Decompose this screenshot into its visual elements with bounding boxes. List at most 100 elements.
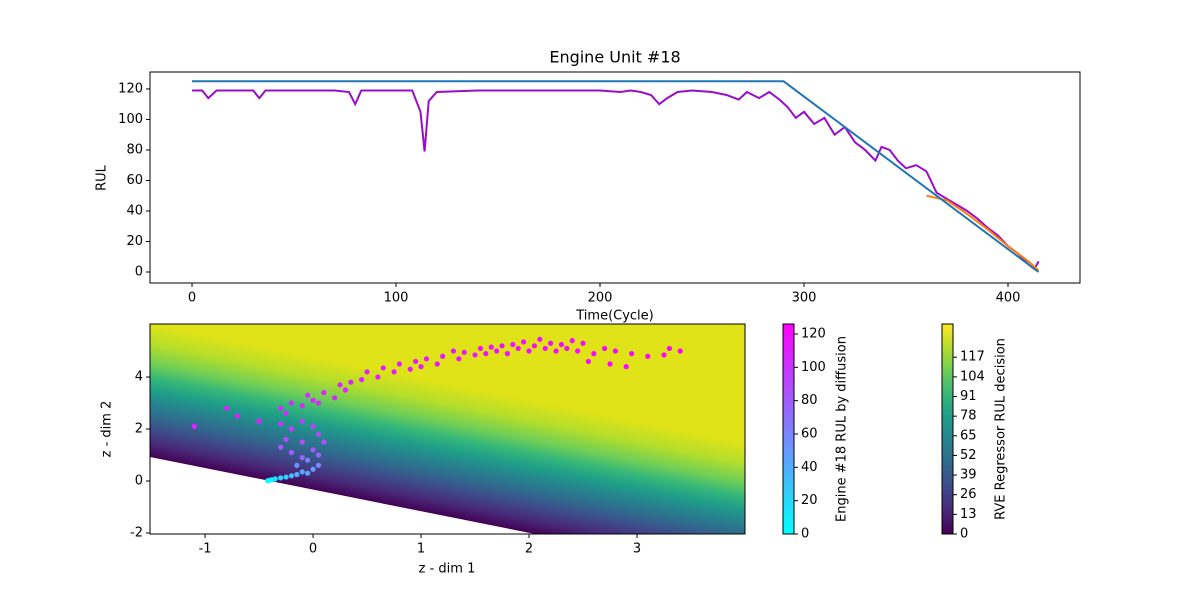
colorbar-tick-label: 60	[801, 427, 818, 442]
scatter-point	[488, 344, 494, 350]
x-tick-label: 400	[996, 291, 1021, 306]
scatter-point	[288, 426, 295, 432]
scatter-point	[396, 361, 403, 367]
x-tick-label: 100	[384, 291, 409, 306]
scatter-point	[310, 423, 316, 430]
axes-frame	[149, 323, 746, 535]
scatter-point	[418, 364, 424, 370]
y-tick-label: 0	[135, 473, 143, 488]
colorbar-tick-label: 52	[960, 448, 977, 463]
scatter-point	[440, 353, 446, 359]
y-tick-label: 40	[126, 203, 143, 218]
scatter-point	[332, 395, 338, 401]
scatter-point	[413, 358, 419, 365]
x-tick-label: 0	[309, 542, 317, 557]
y-tick-label: 0	[135, 265, 143, 280]
scatter-point	[342, 387, 349, 393]
colorbar-label: RVE Regressor RUL decision	[994, 338, 1009, 520]
x-tick-label: 2	[525, 542, 533, 557]
scatter-point	[504, 351, 511, 357]
line-series	[192, 80, 1040, 273]
scatter-point	[569, 338, 575, 344]
y-tick-label: 20	[126, 234, 143, 249]
scatter-point	[494, 348, 500, 354]
y-tick-label: 4	[135, 370, 143, 385]
scatter-point	[283, 474, 289, 480]
scatter-point	[283, 436, 289, 442]
scatter-point	[310, 447, 316, 453]
scatter-point	[359, 377, 365, 383]
scatter-point	[288, 400, 295, 406]
y-axis-label: RUL	[95, 164, 110, 191]
scatter-point	[483, 351, 489, 357]
scatter-point	[450, 348, 457, 354]
scatter-point	[526, 348, 532, 354]
scatter-point	[283, 410, 289, 417]
colorbar-tick-label: 39	[960, 468, 977, 483]
scatter-point	[553, 348, 559, 354]
scatter-point	[278, 405, 284, 411]
colorbar	[941, 323, 954, 535]
scatter-point	[288, 449, 295, 455]
scatter-point	[472, 352, 478, 358]
scatter-point	[294, 462, 300, 468]
colorbar-tick-label: 100	[801, 360, 826, 375]
scatter-point	[234, 413, 241, 419]
y-tick-label: -2	[130, 525, 143, 540]
x-tick-label: -1	[199, 542, 212, 557]
scatter-point	[305, 457, 311, 463]
scatter-point	[364, 369, 370, 375]
scatter-point	[375, 374, 381, 380]
scatter-point	[305, 470, 311, 476]
colorbar-tick-label: 91	[960, 389, 977, 404]
colorbar	[782, 323, 795, 535]
colorbar-tick-label: 117	[960, 350, 985, 365]
y-tick-label: 100	[118, 112, 143, 127]
scatter-point	[591, 351, 597, 357]
scatter-point	[629, 351, 635, 357]
scatter-point	[315, 400, 322, 406]
y-axis-label: z - dim 2	[100, 401, 115, 458]
scatter-point	[677, 348, 683, 354]
colorbar-tick-label: 104	[960, 369, 985, 384]
x-tick-label: 200	[588, 291, 613, 306]
x-axis-label: z - dim 1	[419, 562, 476, 577]
scatter-point	[612, 348, 619, 354]
scatter-point	[299, 418, 305, 424]
scatter-point	[294, 471, 300, 478]
scatter-point	[337, 382, 343, 388]
colorbar-tick-label: 65	[960, 428, 977, 443]
colorbar-tick-label: 26	[960, 487, 977, 502]
x-tick-label: 0	[188, 291, 196, 306]
chart-title: Engine Unit #18	[549, 48, 680, 67]
scatter-point	[645, 353, 651, 359]
x-tick-label: 3	[633, 542, 641, 557]
scatter-point	[299, 454, 305, 461]
x-tick-label: 1	[417, 542, 425, 557]
scatter-point	[224, 405, 230, 411]
colorbar-tick-label: 80	[801, 393, 818, 408]
scatter-point	[477, 345, 484, 352]
scatter-point	[580, 340, 586, 346]
scatter-point	[315, 462, 322, 468]
scatter-point	[278, 421, 284, 427]
scatter-point	[288, 473, 295, 479]
scatter-point	[265, 478, 271, 484]
scatter-point	[299, 403, 305, 409]
scatter-point	[531, 343, 538, 349]
scatter-point	[510, 341, 516, 348]
scatter-point	[407, 366, 413, 372]
colorbar-label: Engine #18 RUL by diffusion	[835, 336, 850, 522]
scatter-point	[564, 345, 570, 352]
scatter-point	[515, 345, 521, 352]
scatter-point	[299, 439, 305, 445]
scatter-point	[434, 361, 440, 367]
scatter-point	[521, 339, 527, 345]
line-series	[192, 89, 1040, 271]
colorbar-tick-label: 0	[801, 527, 809, 542]
scatter-point	[278, 475, 284, 481]
y-tick-label: 60	[126, 173, 143, 188]
y-tick-label: 2	[135, 422, 143, 437]
axes-frame	[149, 71, 1081, 284]
colorbar-tick-label: 120	[801, 327, 826, 342]
